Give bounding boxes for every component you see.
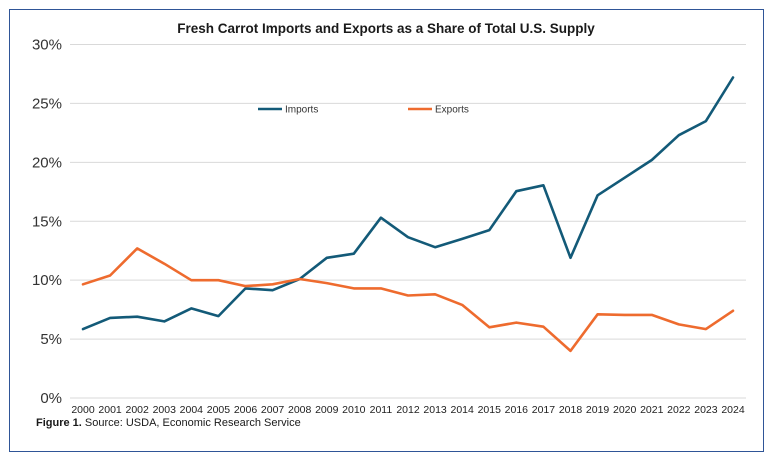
- x-tick-label: 2013: [423, 404, 447, 416]
- x-tick-label: 2020: [613, 404, 637, 416]
- series-line-exports: [81, 247, 735, 353]
- x-tick-label: 2017: [532, 404, 556, 416]
- y-tick-label: 25%: [32, 95, 62, 112]
- x-tick-label: 2024: [721, 404, 745, 416]
- x-tick-label: 2009: [315, 404, 339, 416]
- x-tick-label: 2012: [396, 404, 420, 416]
- y-tick-label: 30%: [32, 37, 62, 54]
- x-tick-label: 2005: [207, 404, 231, 416]
- figure-frame: [9, 9, 764, 452]
- caption-label: Figure 1.: [36, 417, 82, 429]
- x-tick-label: 2000: [71, 404, 95, 416]
- x-tick-label: 2019: [586, 404, 610, 416]
- x-axis-ticks: 2000 2001 2002 2003 2004 2005 2006 2007 2008 2009…: [71, 404, 745, 416]
- x-tick-label: 2011: [370, 404, 393, 416]
- y-tick-label: 0%: [40, 390, 62, 407]
- y-tick-label: 5%: [40, 331, 62, 348]
- y-tick-label: 15%: [32, 213, 62, 230]
- y-axis-ticks: 0% 5% 10% 15% 20% 25% 30%: [32, 37, 62, 408]
- series-lines: [81, 76, 735, 353]
- legend-label-imports: Imports: [285, 105, 318, 116]
- x-tick-label: 2015: [478, 404, 502, 416]
- y-tick-label: 10%: [32, 272, 62, 289]
- legend: Imports Exports: [258, 105, 469, 116]
- chart-title: Fresh Carrot Imports and Exports as a Sh…: [177, 21, 595, 36]
- x-tick-label: 2018: [559, 404, 583, 416]
- x-tick-label: 2004: [180, 404, 204, 416]
- y-tick-label: 20%: [32, 154, 62, 171]
- x-tick-label: 2006: [234, 404, 258, 416]
- figure-caption: Figure 1. Source: USDA, Economic Researc…: [36, 417, 301, 429]
- legend-label-exports: Exports: [435, 105, 469, 116]
- x-tick-label: 2016: [505, 404, 529, 416]
- x-tick-label: 2014: [450, 404, 474, 416]
- x-tick-label: 2022: [667, 404, 691, 416]
- x-tick-label: 2003: [153, 404, 177, 416]
- series-line-imports: [81, 76, 735, 331]
- x-tick-label: 2008: [288, 404, 312, 416]
- gridlines: [70, 44, 746, 399]
- x-tick-label: 2021: [640, 404, 664, 416]
- x-tick-label: 2010: [342, 404, 366, 416]
- x-tick-label: 2023: [694, 404, 718, 416]
- x-tick-label: 2002: [125, 404, 149, 416]
- x-tick-label: 2007: [261, 404, 285, 416]
- x-tick-label: 2001: [98, 404, 122, 416]
- caption-source: Source: USDA, Economic Research Service: [81, 417, 301, 429]
